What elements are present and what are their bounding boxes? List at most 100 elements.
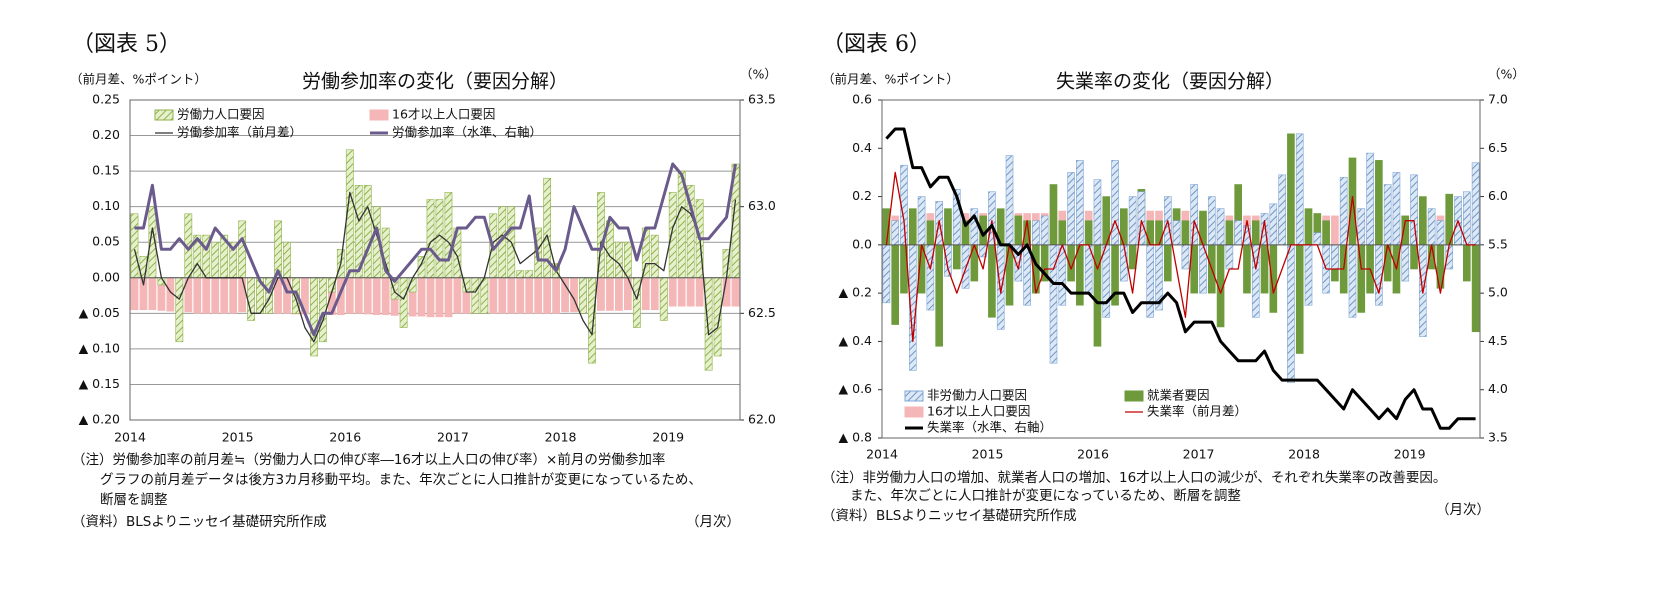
y-tick-label: 0.05 <box>92 234 120 249</box>
bar <box>623 241 632 279</box>
bar <box>1313 232 1322 246</box>
x-tick-label: 2015 <box>222 430 254 445</box>
bar <box>1234 220 1242 246</box>
bar <box>417 277 426 317</box>
bar <box>650 234 659 279</box>
plot-frame <box>881 99 1481 439</box>
bar <box>1375 244 1383 306</box>
bar <box>489 277 498 314</box>
bar <box>952 244 961 270</box>
y-tick-label: 0.10 <box>92 198 120 213</box>
note: （資料）BLSよりニッセイ基礎研究所作成 <box>822 507 1077 524</box>
legend-swatch <box>154 109 174 121</box>
bar <box>1419 196 1427 246</box>
bar <box>970 208 979 246</box>
legend-swatch <box>904 406 924 418</box>
bar <box>1260 244 1269 294</box>
y2-tick-label: 5.5 <box>1488 236 1508 251</box>
bar <box>1058 220 1067 246</box>
y2-tick-label: 6.5 <box>1488 140 1508 155</box>
bar <box>561 277 569 313</box>
bar <box>130 213 139 279</box>
chart-title: 労働参加率の変化（要因分解） <box>302 71 568 93</box>
y2-tick-label: 4.0 <box>1488 381 1508 396</box>
y-tick-label: 0.15 <box>92 163 120 178</box>
line <box>134 162 737 337</box>
bar <box>1287 244 1295 383</box>
bar <box>944 208 952 246</box>
x-tick-label: 2016 <box>1077 447 1109 462</box>
y2-unit-label: （%） <box>740 67 777 82</box>
bar <box>1225 244 1234 270</box>
x-tick-label: 2018 <box>545 430 577 445</box>
bar <box>1366 152 1374 246</box>
figure-label: （図表 5） <box>72 32 181 57</box>
y2-tick-label: 62.5 <box>748 305 776 320</box>
x-unit-label: （月次） <box>1436 502 1490 518</box>
y2-tick-label: 63.5 <box>748 92 776 107</box>
bar <box>211 277 220 314</box>
legend-label: 失業率（前月差） <box>1147 404 1247 419</box>
y-tick-label: ▲ 0.05 <box>79 305 120 320</box>
bar <box>1322 220 1330 246</box>
bar <box>1278 174 1286 246</box>
legend-swatch <box>369 109 389 121</box>
legend-label: 非労働力人口要因 <box>927 388 1027 403</box>
bar <box>1067 172 1075 246</box>
bar <box>1269 203 1278 246</box>
bar <box>615 277 623 311</box>
bar <box>1058 244 1067 306</box>
bar <box>1181 244 1190 270</box>
note: グラフの前月差データは後方3カ月移動平均。また、年次ごとに人口推計が変更になって… <box>100 471 702 488</box>
legend-label: 労働参加率（前月差） <box>177 125 302 140</box>
bar <box>1375 160 1383 246</box>
bar <box>641 277 650 311</box>
bar <box>579 277 587 314</box>
legend-swatch <box>904 390 924 402</box>
bar <box>1120 244 1128 282</box>
y-tick-label: ▲ 0.4 <box>839 333 873 348</box>
bar <box>1128 244 1137 270</box>
bar <box>426 277 435 318</box>
bar <box>1111 160 1119 246</box>
bar <box>1462 244 1471 282</box>
bar <box>615 241 623 279</box>
y-tick-label: ▲ 0.20 <box>79 412 120 427</box>
bar <box>480 277 489 314</box>
bar <box>1032 220 1040 246</box>
y-tick-label: ▲ 0.15 <box>79 376 120 391</box>
bar <box>1155 220 1163 246</box>
bar <box>1295 133 1304 246</box>
chart-title: 失業率の変化（要因分解） <box>1056 71 1284 93</box>
y-unit-label: （前月差、%ポイント） <box>822 72 959 87</box>
bar <box>1427 208 1436 246</box>
bar <box>1190 184 1199 246</box>
bar <box>961 244 970 289</box>
bar <box>220 277 229 314</box>
y2-tick-label: 63.0 <box>748 198 776 213</box>
bar <box>1128 196 1137 246</box>
bar <box>1357 208 1366 246</box>
bar <box>1216 208 1225 246</box>
bar <box>882 244 891 304</box>
bar <box>471 277 480 314</box>
note: （注）非労働力人口の増加、就業者人口の増加、16才以上人口の減少が、それぞれ失業… <box>822 469 1446 486</box>
y-tick-label: 0.00 <box>92 269 120 284</box>
y-tick-label: ▲ 0.8 <box>839 430 873 445</box>
bar <box>1084 220 1093 246</box>
legend-label: 労働参加率（水準、右軸） <box>392 125 542 140</box>
bar <box>695 277 704 307</box>
bar <box>525 277 534 314</box>
bar <box>996 244 1005 330</box>
legend-label: 16才以上人口要因 <box>927 404 1030 419</box>
bar <box>1383 184 1392 246</box>
bar <box>202 277 211 314</box>
bar <box>1005 155 1014 246</box>
line <box>133 191 737 343</box>
bar <box>372 277 381 316</box>
bar <box>1295 244 1304 354</box>
y-unit-label: （前月差、%ポイント） <box>70 72 207 87</box>
y2-tick-label: 3.5 <box>1488 430 1508 445</box>
bar <box>1172 220 1181 246</box>
bar <box>318 277 327 343</box>
